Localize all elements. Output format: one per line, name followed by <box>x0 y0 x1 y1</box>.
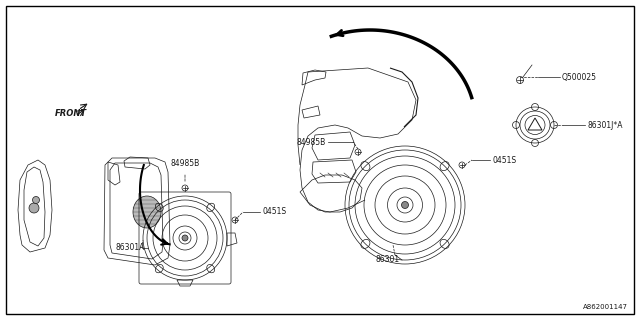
Text: 86301J*A: 86301J*A <box>587 121 623 130</box>
Ellipse shape <box>401 202 408 209</box>
Text: Q500025: Q500025 <box>562 73 597 82</box>
Text: 86301A: 86301A <box>115 244 145 252</box>
Text: 86301: 86301 <box>375 255 399 265</box>
Text: 84985B: 84985B <box>170 159 200 168</box>
Circle shape <box>33 196 40 204</box>
Text: 84985B: 84985B <box>297 138 326 147</box>
Text: 0451S: 0451S <box>492 156 516 164</box>
Ellipse shape <box>133 196 161 228</box>
Text: FRONT: FRONT <box>55 108 87 117</box>
Text: A862001147: A862001147 <box>583 304 628 310</box>
Text: 0451S: 0451S <box>262 207 286 217</box>
Circle shape <box>182 235 188 241</box>
Circle shape <box>29 203 39 213</box>
